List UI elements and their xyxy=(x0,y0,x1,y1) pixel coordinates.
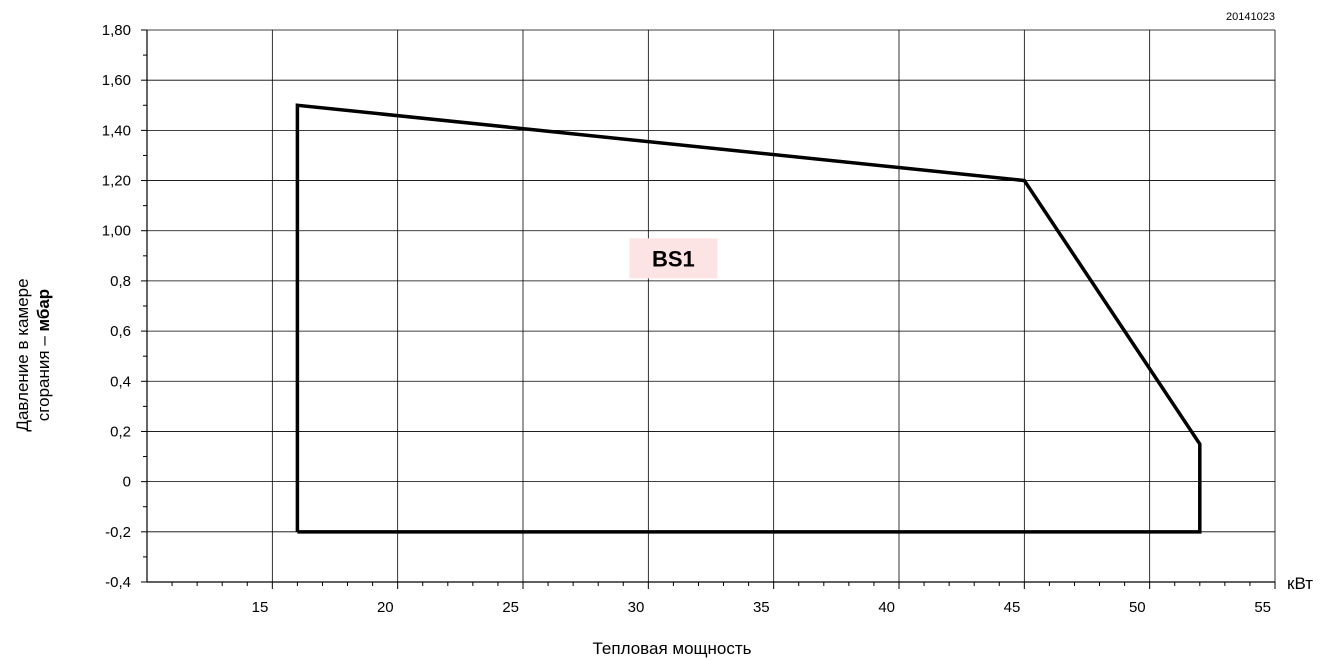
y-tick-label: 0,8 xyxy=(110,273,131,290)
y-tick-label: 1,60 xyxy=(102,72,131,89)
x-axis-title: Тепловая мощность xyxy=(593,639,752,658)
x-tick-label: 20 xyxy=(377,599,394,616)
x-tick-label: 50 xyxy=(1129,599,1146,616)
grid-lines xyxy=(147,29,1276,582)
y-tick-label: 1,40 xyxy=(102,122,131,139)
minor-ticks xyxy=(141,29,1276,589)
x-tick-label: 25 xyxy=(502,599,519,616)
x-tick-label: 35 xyxy=(753,599,770,616)
tick-labels: -0,4 -0,2 0 0,2 0,4 0,6 0,8 1,00 1,20 1,40 1,60 1,8… xyxy=(102,22,1271,616)
y-tick-label: -0,2 xyxy=(105,524,131,541)
y-tick-label: 0,2 xyxy=(110,423,131,440)
document-code: 20141023 xyxy=(1226,11,1275,23)
y-tick-label: 0 xyxy=(123,474,131,491)
series-line-bs1 xyxy=(295,103,1202,534)
y-axis-title-line1: Давление в камере xyxy=(13,278,32,431)
y-tick-label: 1,00 xyxy=(102,223,131,240)
zone-label-background xyxy=(629,238,718,279)
y-axis-title-prefix: сгорания – xyxy=(34,332,53,422)
x-tick-label: 55 xyxy=(1254,599,1271,616)
x-tick-label: 45 xyxy=(1004,599,1021,616)
y-tick-label: 0,6 xyxy=(110,323,131,340)
series xyxy=(295,103,1202,534)
x-axis-unit: кВт xyxy=(1287,574,1313,593)
annotations: BS1 xyxy=(629,238,718,279)
x-tick-label: 40 xyxy=(878,599,895,616)
y-tick-label: -0,4 xyxy=(105,574,131,591)
y-tick-label: 1,80 xyxy=(102,22,131,39)
x-tick-label: 30 xyxy=(628,599,645,616)
x-tick-label: 15 xyxy=(252,599,269,616)
zone-label: BS1 xyxy=(652,246,695,271)
y-tick-label: 0,4 xyxy=(110,373,131,390)
y-axis-title-line2: сгорания – мбар xyxy=(34,289,53,421)
y-tick-label: 1,20 xyxy=(102,173,131,190)
y-axis-unit: мбар xyxy=(34,289,53,332)
